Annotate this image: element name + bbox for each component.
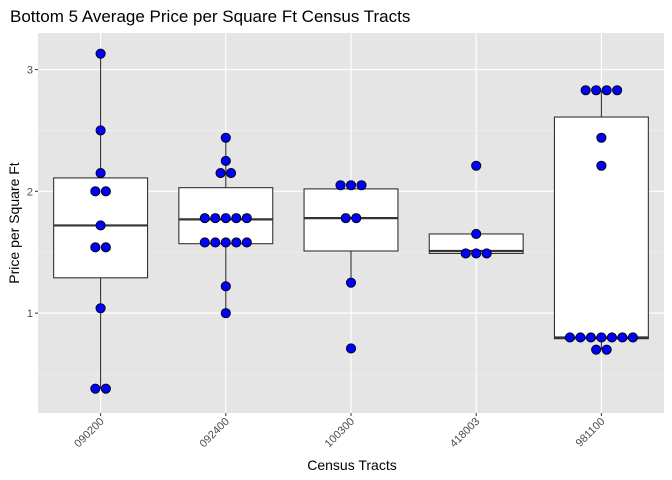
x-tick-label: 092400 bbox=[197, 416, 231, 450]
data-point-100300 bbox=[345, 343, 357, 354]
x-tick-label: 090200 bbox=[72, 416, 106, 450]
data-point-090200 bbox=[90, 186, 101, 197]
y-tick-label: 1 bbox=[27, 308, 33, 320]
data-point-981100 bbox=[617, 332, 628, 343]
data-point-981100 bbox=[591, 344, 602, 355]
x-tick-label: 981100 bbox=[574, 416, 608, 450]
data-point-092400 bbox=[231, 237, 242, 248]
data-point-092400 bbox=[199, 213, 210, 224]
data-point-090200 bbox=[90, 383, 101, 394]
data-point-092400 bbox=[220, 155, 231, 166]
data-point-981100 bbox=[596, 132, 607, 143]
data-point-092400 bbox=[220, 213, 231, 224]
data-point-092400 bbox=[220, 281, 231, 292]
data-point-092400 bbox=[220, 308, 231, 319]
data-point-092400 bbox=[225, 168, 237, 179]
y-tick-label: 2 bbox=[27, 186, 33, 198]
data-point-092400 bbox=[220, 237, 231, 248]
x-tick-label: 100300 bbox=[323, 416, 357, 450]
y-tick-label: 3 bbox=[27, 65, 33, 77]
data-point-100300 bbox=[335, 180, 346, 191]
data-point-981100 bbox=[606, 332, 617, 343]
data-point-981100 bbox=[596, 332, 607, 343]
data-point-418003 bbox=[471, 228, 482, 240]
data-point-418003 bbox=[471, 160, 482, 171]
data-point-100300 bbox=[340, 213, 351, 224]
x-axis: 090200 092400 100300 418003 981100 bbox=[72, 413, 608, 450]
data-point-100300 bbox=[345, 277, 357, 288]
data-point-090200 bbox=[95, 168, 106, 179]
boxplot-100300 bbox=[303, 185, 399, 283]
y-axis-label: Price per Square Ft bbox=[6, 162, 22, 283]
data-point-418003 bbox=[481, 248, 492, 259]
box-iqr bbox=[553, 116, 649, 340]
data-point-090200 bbox=[100, 186, 111, 197]
data-point-981100 bbox=[612, 85, 623, 96]
data-point-100300 bbox=[345, 180, 357, 191]
data-point-100300 bbox=[356, 180, 367, 191]
data-point-981100 bbox=[575, 332, 586, 343]
data-point-981100 bbox=[596, 160, 607, 171]
chart-title: Bottom 5 Average Price per Square Ft Cen… bbox=[10, 7, 410, 26]
data-point-090200 bbox=[90, 242, 101, 253]
data-point-418003 bbox=[471, 248, 482, 259]
data-point-092400 bbox=[210, 213, 221, 224]
data-point-090200 bbox=[100, 242, 111, 253]
x-tick-label: 418003 bbox=[448, 416, 482, 450]
data-point-092400 bbox=[215, 168, 226, 179]
data-point-981100 bbox=[601, 344, 612, 355]
data-point-981100 bbox=[591, 85, 602, 96]
data-point-092400 bbox=[220, 132, 231, 143]
data-point-090200 bbox=[95, 125, 106, 136]
data-point-100300 bbox=[351, 213, 362, 224]
boxplot-981100 bbox=[553, 90, 649, 350]
data-point-092400 bbox=[241, 213, 252, 224]
data-point-090200 bbox=[100, 383, 111, 394]
data-point-092400 bbox=[241, 237, 252, 248]
box-iqr bbox=[303, 188, 399, 252]
data-point-981100 bbox=[627, 332, 638, 343]
data-point-092400 bbox=[210, 237, 221, 248]
data-point-981100 bbox=[564, 332, 575, 343]
data-points bbox=[90, 48, 638, 394]
data-point-418003 bbox=[460, 248, 471, 259]
data-point-090200 bbox=[95, 48, 106, 59]
data-point-090200 bbox=[95, 303, 106, 314]
data-point-090200 bbox=[95, 220, 106, 231]
data-point-981100 bbox=[580, 85, 591, 96]
y-axis: 1 2 3 bbox=[27, 65, 38, 320]
data-point-092400 bbox=[231, 213, 242, 224]
x-axis-label: Census Tracts bbox=[307, 457, 396, 473]
data-point-092400 bbox=[199, 237, 210, 248]
data-point-981100 bbox=[601, 85, 612, 96]
data-point-981100 bbox=[585, 332, 596, 343]
